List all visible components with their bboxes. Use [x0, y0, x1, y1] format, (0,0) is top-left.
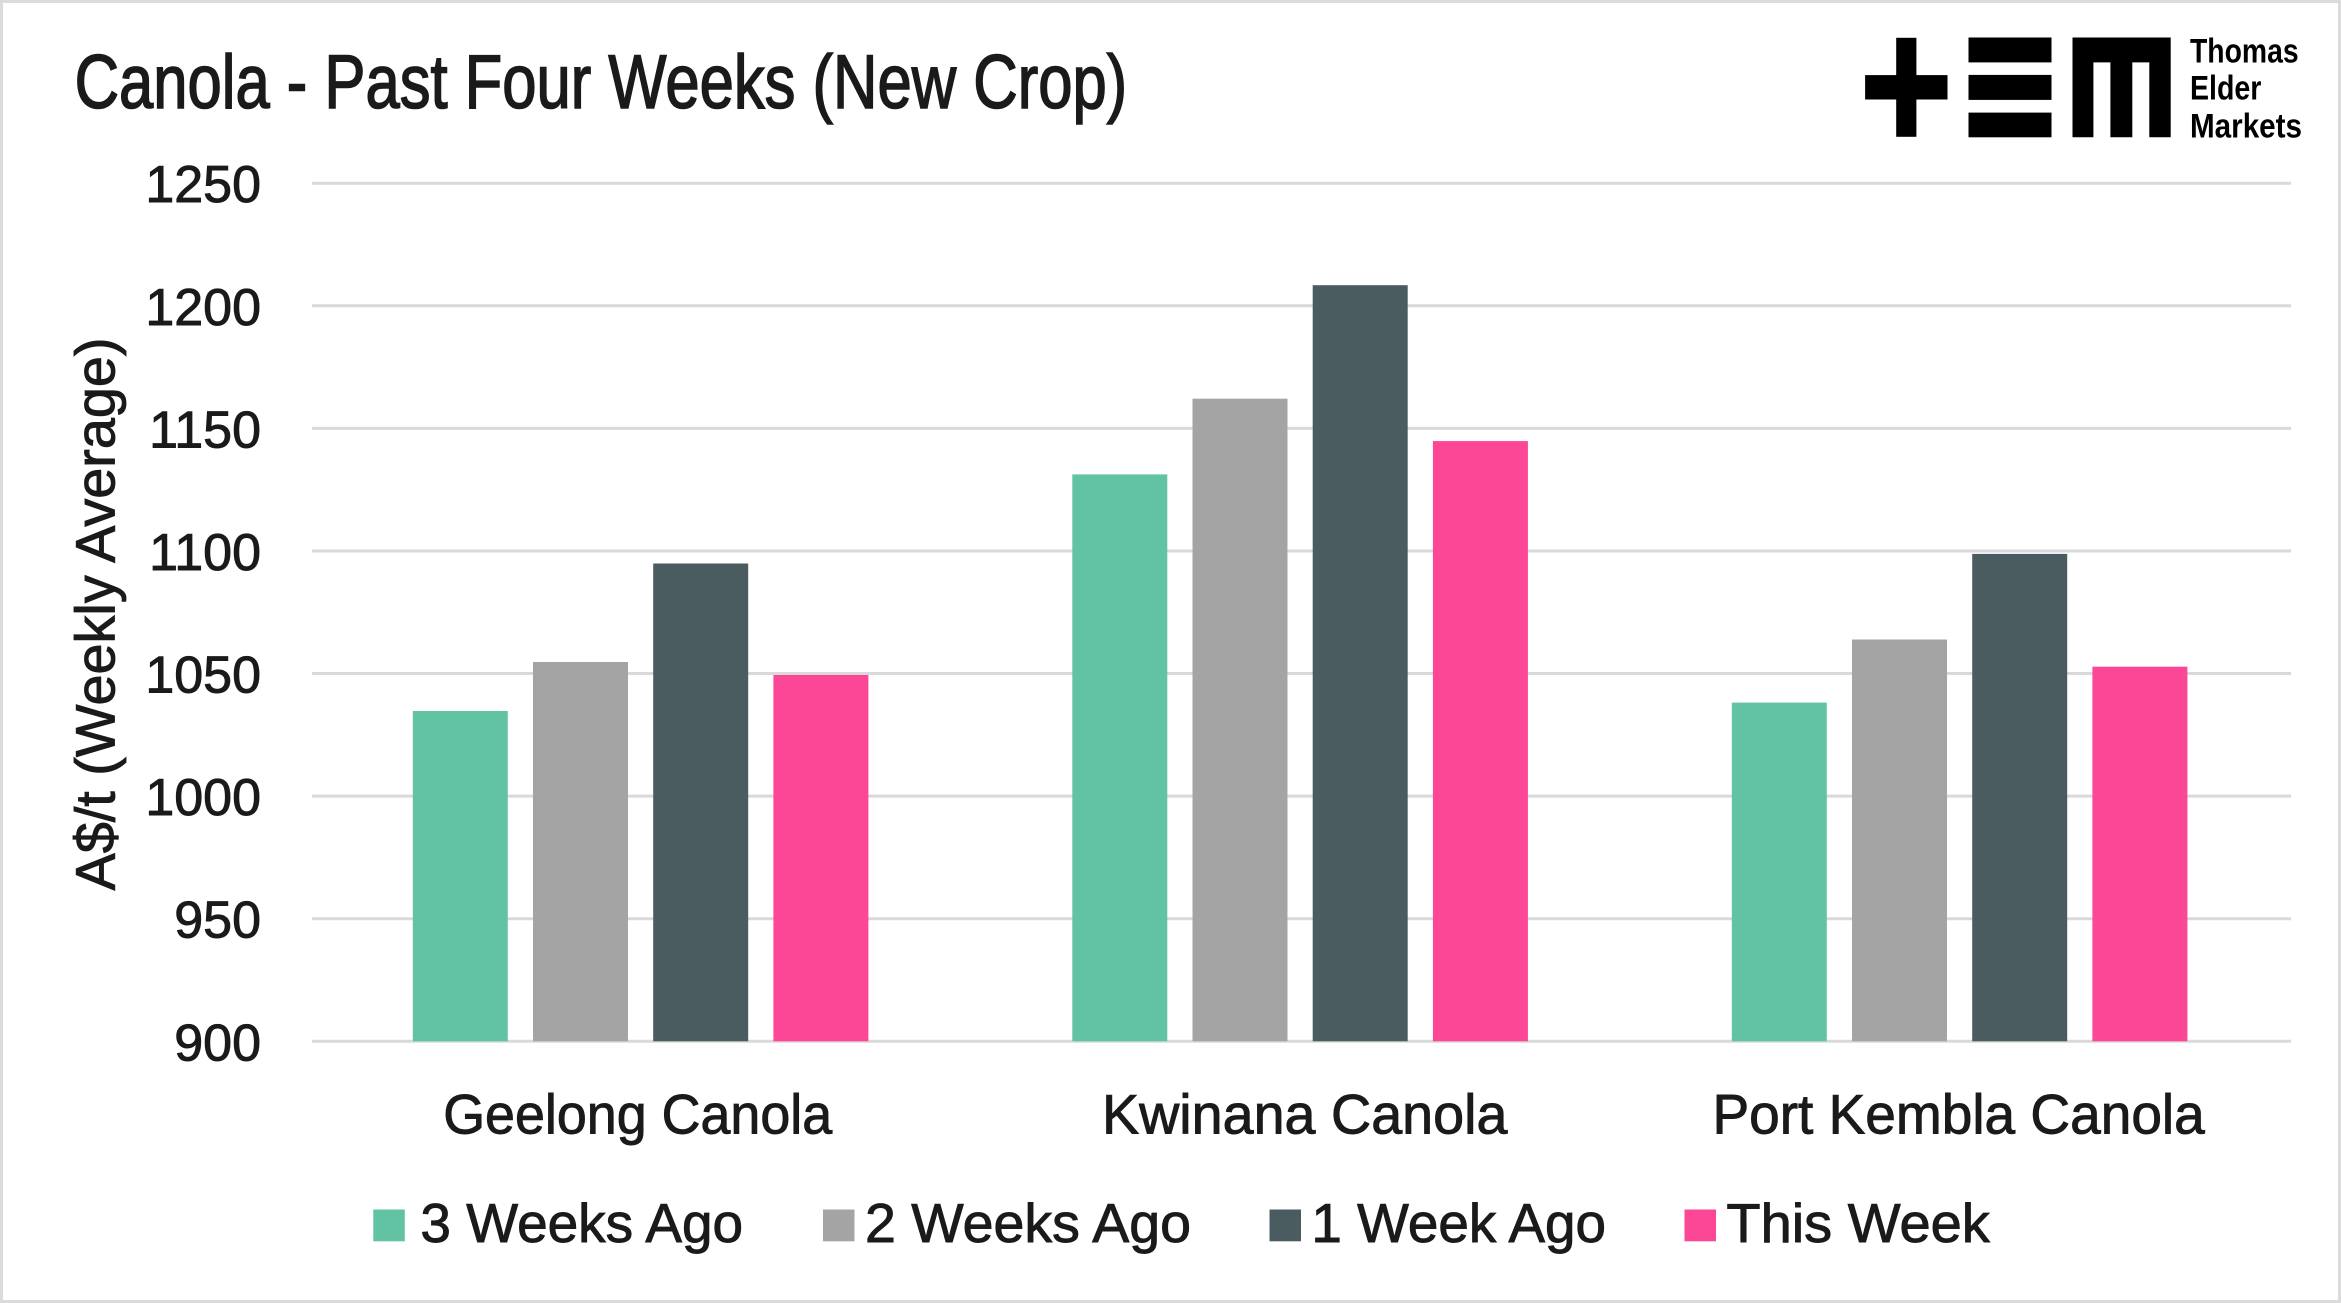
svg-text:Geelong Canola: Geelong Canola	[443, 1083, 833, 1146]
svg-text:Canola - Past Four Weeks (New: Canola - Past Four Weeks (New Crop)	[75, 40, 1128, 125]
svg-text:This Week: This Week	[1726, 1192, 1990, 1254]
svg-text:1200: 1200	[145, 279, 261, 337]
svg-text:2 Weeks Ago: 2 Weeks Ago	[865, 1192, 1191, 1254]
svg-text:1100: 1100	[149, 524, 261, 582]
svg-text:Elder: Elder	[2190, 70, 2261, 108]
svg-text:Thomas: Thomas	[2190, 33, 2299, 71]
svg-text:900: 900	[174, 1014, 261, 1072]
svg-text:1 Week Ago: 1 Week Ago	[1311, 1192, 1606, 1254]
svg-text:3 Weeks Ago: 3 Weeks Ago	[420, 1192, 743, 1254]
svg-text:950: 950	[174, 892, 261, 950]
svg-text:Markets: Markets	[2190, 107, 2302, 145]
svg-text:A$/t (Weekly Average): A$/t (Weekly Average)	[64, 338, 127, 891]
svg-text:Port Kembla Canola: Port Kembla Canola	[1712, 1083, 2205, 1146]
svg-text:1150: 1150	[149, 401, 261, 459]
svg-text:1250: 1250	[145, 156, 261, 214]
svg-text:1050: 1050	[145, 647, 261, 705]
svg-text:Kwinana Canola: Kwinana Canola	[1102, 1083, 1508, 1146]
svg-text:1000: 1000	[145, 769, 261, 827]
